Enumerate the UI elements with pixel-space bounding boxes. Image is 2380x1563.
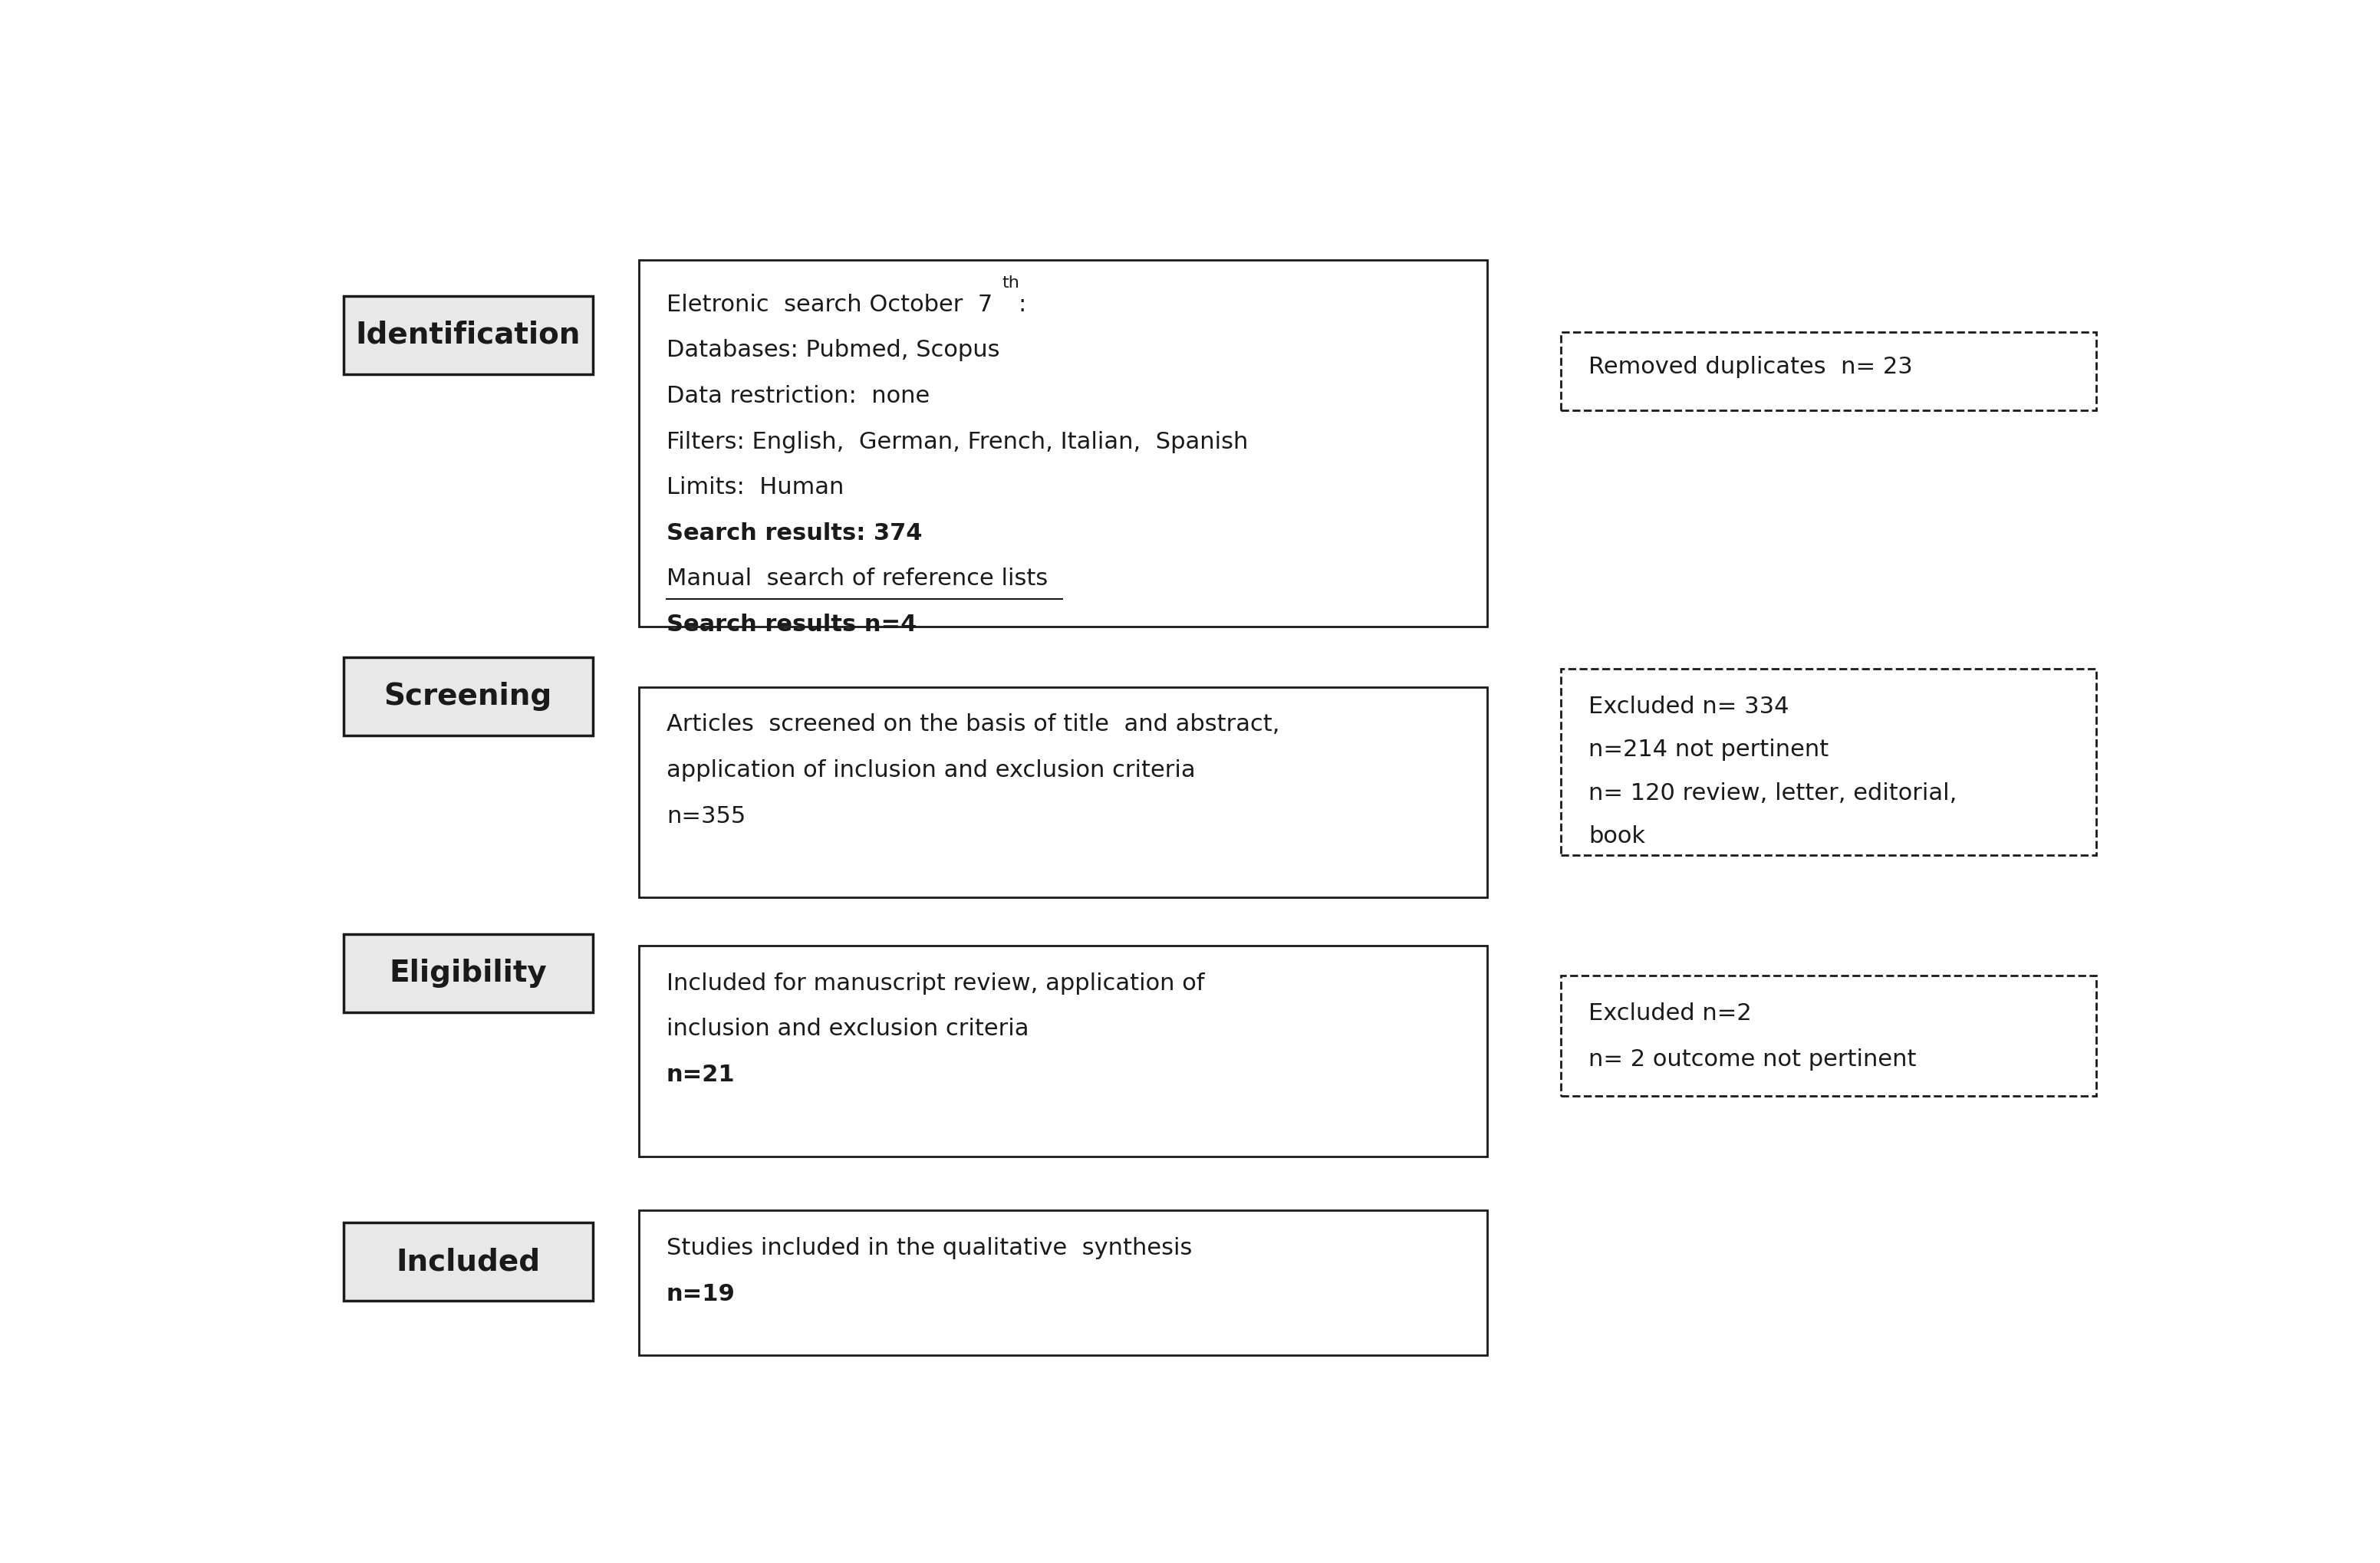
Text: n= 120 review, letter, editorial,: n= 120 review, letter, editorial, [1590, 782, 1956, 805]
Text: Identification: Identification [355, 320, 581, 350]
Text: Eligibility: Eligibility [390, 958, 547, 988]
Text: th: th [1002, 275, 1019, 291]
Text: Databases: Pubmed, Scopus: Databases: Pubmed, Scopus [666, 339, 1000, 361]
FancyBboxPatch shape [343, 933, 593, 1011]
Text: n=355: n=355 [666, 805, 745, 827]
FancyBboxPatch shape [638, 946, 1488, 1157]
Text: :: : [1019, 294, 1026, 316]
Text: Articles  screened on the basis of title  and abstract,: Articles screened on the basis of title … [666, 713, 1280, 736]
FancyBboxPatch shape [638, 259, 1488, 627]
Text: Studies included in the qualitative  synthesis: Studies included in the qualitative synt… [666, 1236, 1192, 1260]
Text: Excluded n= 334: Excluded n= 334 [1590, 696, 1790, 717]
FancyBboxPatch shape [343, 656, 593, 735]
FancyBboxPatch shape [1561, 331, 2097, 410]
Text: Eletronic  search October  7: Eletronic search October 7 [666, 294, 992, 316]
FancyBboxPatch shape [343, 1222, 593, 1300]
FancyBboxPatch shape [1561, 975, 2097, 1096]
FancyBboxPatch shape [1561, 669, 2097, 855]
Text: Screening: Screening [383, 681, 552, 711]
Text: Limits:  Human: Limits: Human [666, 477, 845, 499]
Text: Data restriction:  none: Data restriction: none [666, 384, 931, 408]
Text: n= 2 outcome not pertinent: n= 2 outcome not pertinent [1590, 1049, 1916, 1071]
Text: Included for manuscript review, application of: Included for manuscript review, applicat… [666, 972, 1204, 994]
Text: inclusion and exclusion criteria: inclusion and exclusion criteria [666, 1018, 1028, 1041]
Text: Excluded n=2: Excluded n=2 [1590, 1002, 1752, 1025]
FancyBboxPatch shape [638, 688, 1488, 897]
Text: Removed duplicates  n= 23: Removed duplicates n= 23 [1590, 356, 1914, 378]
Text: n=21: n=21 [666, 1064, 735, 1086]
Text: book: book [1590, 825, 1645, 847]
Text: Filters: English,  German, French, Italian,  Spanish: Filters: English, German, French, Italia… [666, 431, 1247, 453]
Text: Manual  search of reference lists: Manual search of reference lists [666, 567, 1047, 591]
FancyBboxPatch shape [638, 1211, 1488, 1355]
Text: Included: Included [395, 1247, 540, 1277]
FancyBboxPatch shape [343, 295, 593, 374]
Text: application of inclusion and exclusion criteria: application of inclusion and exclusion c… [666, 760, 1195, 782]
Text: n=214 not pertinent: n=214 not pertinent [1590, 739, 1828, 761]
Text: Search results: 374: Search results: 374 [666, 522, 921, 544]
Text: n=19: n=19 [666, 1283, 735, 1305]
Text: Search results n=4: Search results n=4 [666, 614, 916, 636]
